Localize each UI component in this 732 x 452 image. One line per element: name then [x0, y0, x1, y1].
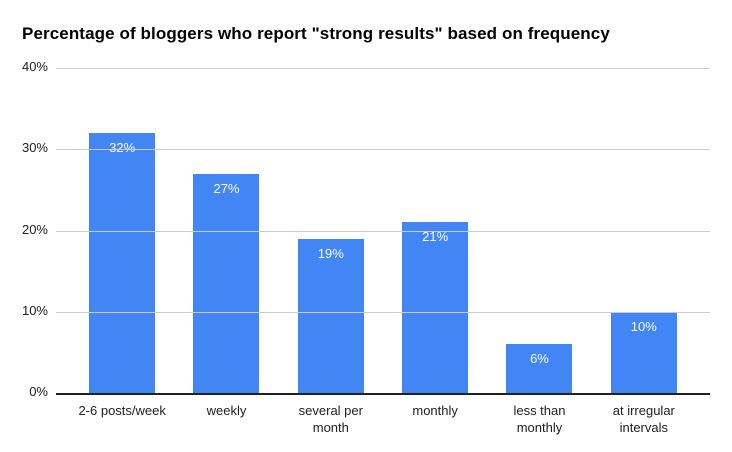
bar-slot: 32% — [70, 68, 174, 393]
x-axis: 2-6 posts/week weekly several per month mon… — [70, 402, 696, 436]
bar-slot: 27% — [174, 68, 278, 393]
plot-area: 32% 27% 19% 21% 6% 10% — [56, 68, 710, 395]
y-axis-tick-label: 30% — [21, 140, 48, 156]
bars-row: 32% 27% 19% 21% 6% 10% — [70, 68, 696, 393]
gridline — [56, 149, 710, 151]
bar-value-label: 6% — [530, 351, 549, 367]
bar[interactable]: 10% — [610, 311, 677, 393]
bar-slot: 10% — [592, 68, 696, 393]
x-axis-label: weekly — [206, 403, 247, 418]
bar-value-label: 32% — [109, 140, 136, 155]
x-axis-label: monthly — [412, 403, 458, 418]
bar[interactable]: 19% — [297, 238, 364, 393]
x-axis-label: less than monthly — [513, 403, 566, 435]
chart-title: Percentage of bloggers who report "stron… — [22, 24, 610, 43]
gridline — [56, 68, 710, 69]
bar-value-label: 19% — [317, 245, 344, 261]
x-axis-label: at irregular intervals — [612, 403, 675, 435]
gridline — [56, 311, 710, 313]
y-axis-tick-label: 10% — [21, 302, 48, 318]
bar-slot: 6% — [487, 68, 591, 393]
x-axis-label: several per month — [298, 403, 363, 435]
bar-slot: 19% — [279, 68, 383, 393]
x-axis-label: 2-6 posts/week — [78, 403, 166, 418]
bar-value-label: 27% — [213, 180, 240, 196]
bar-value-label: 21% — [422, 229, 449, 245]
bar[interactable]: 27% — [193, 173, 260, 393]
gridline — [56, 230, 710, 232]
bar[interactable]: 32% — [89, 133, 156, 393]
bar-value-label: 10% — [630, 318, 657, 334]
y-axis-tick-label: 0% — [29, 384, 48, 399]
y-axis-tick-label: 20% — [21, 221, 48, 237]
y-axis-tick-label: 40% — [21, 59, 48, 74]
bar[interactable]: 6% — [506, 344, 573, 393]
bar-slot: 21% — [383, 68, 487, 393]
y-axis: 0% 10% 20% 30% 40% — [0, 60, 48, 399]
bar[interactable]: 21% — [402, 222, 469, 393]
